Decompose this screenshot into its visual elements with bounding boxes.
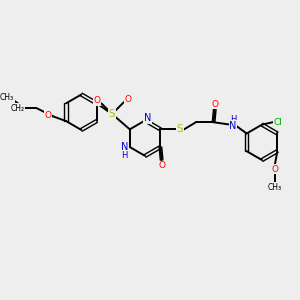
Text: O: O (124, 95, 132, 104)
Text: CH₃: CH₃ (0, 93, 14, 102)
Text: S: S (177, 124, 183, 134)
Text: S: S (109, 109, 115, 119)
Text: O: O (93, 96, 100, 105)
Text: CH₃: CH₃ (268, 183, 282, 192)
Text: CH₂: CH₂ (11, 103, 25, 112)
Text: O: O (44, 111, 51, 120)
Text: O: O (211, 100, 218, 109)
Text: O: O (272, 165, 278, 174)
Text: H: H (230, 115, 236, 124)
Text: O: O (158, 161, 165, 170)
Text: N: N (229, 121, 237, 131)
Text: Cl: Cl (273, 118, 282, 127)
Text: N: N (144, 113, 151, 123)
Text: N: N (121, 142, 128, 152)
Text: H: H (122, 151, 128, 160)
